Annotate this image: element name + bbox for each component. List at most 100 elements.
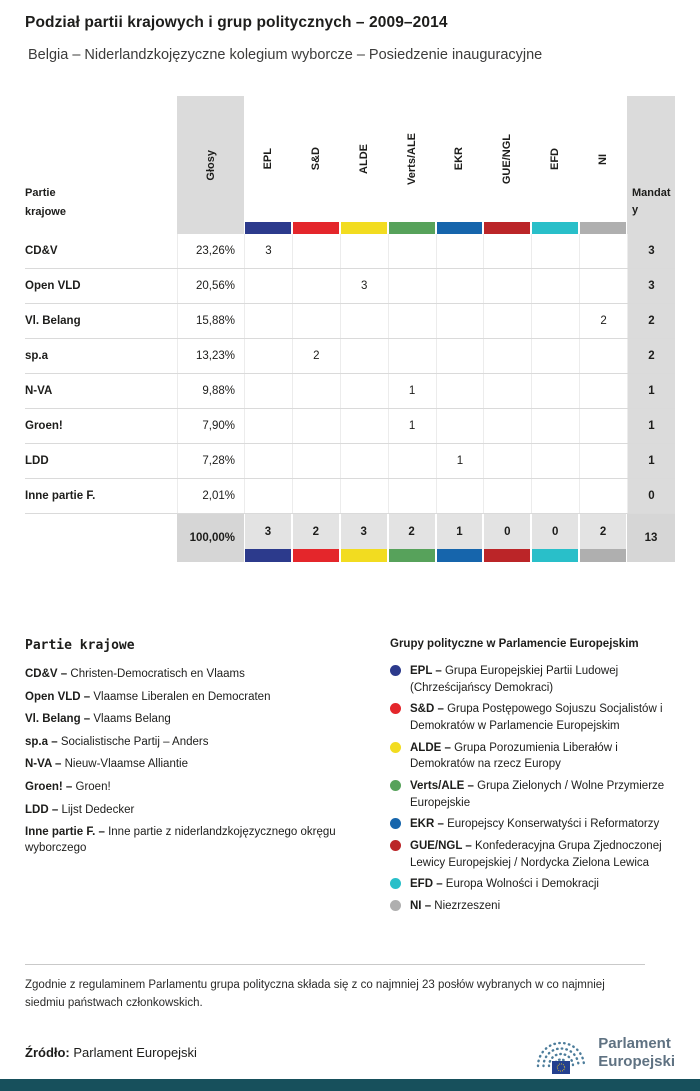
ep-logo: Parlament Europejski <box>532 1031 675 1075</box>
group-column-header-gue-ngl: GUE/NGL <box>483 96 531 234</box>
party-legend-item: sp.a – Socialistische Partij – Anders <box>25 735 209 748</box>
total-seat-cell: 3 <box>244 514 292 562</box>
group-color-bar <box>245 222 291 234</box>
table-row: LDD 7,28% 1 1 <box>25 444 675 479</box>
mandates-cell: 1 <box>627 374 675 408</box>
seat-cell <box>435 269 484 303</box>
seat-cell <box>483 269 531 303</box>
group-legend-item: GUE/NGL – Konfederacyjna Grupa Zjednoczo… <box>390 838 675 871</box>
votes-cell: 9,88% <box>177 374 244 408</box>
seat-cell <box>579 269 627 303</box>
table-row: sp.a 13,23% 2 2 <box>25 339 675 374</box>
mandates-cell: 2 <box>627 304 675 338</box>
seat-cell <box>291 234 340 268</box>
seat-cell: 3 <box>339 269 388 303</box>
total-seat-cell: 2 <box>292 514 340 562</box>
seat-cell <box>531 409 579 443</box>
seat-cell <box>435 234 484 268</box>
seat-cell <box>244 374 292 408</box>
seat-cell <box>579 444 627 478</box>
mandates-cell: 3 <box>627 269 675 303</box>
group-color-dot <box>390 840 401 852</box>
seat-cell <box>291 409 340 443</box>
group-color-bar <box>340 222 387 234</box>
groups-legend-heading: Grupy polityczne w Parlamencie Europejsk… <box>390 638 639 650</box>
table-row: CD&V 23,26% 3 3 <box>25 234 675 269</box>
seat-cell <box>339 444 388 478</box>
seat-cell <box>291 479 340 513</box>
group-legend-item: EKR – Europejscy Konserwatyści i Reforma… <box>390 816 675 833</box>
party-legend-item: Groen! – Groen! <box>25 780 111 793</box>
seat-cell <box>387 234 436 268</box>
page-title: Podział partii krajowych i grup politycz… <box>25 14 448 31</box>
mandates-cell: 3 <box>627 234 675 268</box>
total-seat-cell: 1 <box>436 514 484 562</box>
party-name: Vl. Belang <box>25 315 81 327</box>
group-legend-item: ALDE – Grupa Porozumienia Liberałów i De… <box>390 740 675 773</box>
seat-cell <box>483 374 531 408</box>
seat-cell <box>291 444 340 478</box>
group-color-bar <box>580 549 626 562</box>
votes-cell: 7,90% <box>177 409 244 443</box>
total-mandates: 13 <box>627 514 675 562</box>
group-color-bar <box>388 222 435 234</box>
seat-cell <box>387 304 436 338</box>
table-total-row: 100,00% 3 2 3 2 1 0 0 2 13 <box>25 514 675 562</box>
seat-cell <box>339 234 388 268</box>
votes-cell: 13,23% <box>177 339 244 373</box>
table-row: Groen! 7,90% 1 1 <box>25 409 675 444</box>
group-color-bar <box>436 549 483 562</box>
group-color-dot <box>390 818 401 830</box>
seat-cell <box>387 479 436 513</box>
party-legend: Partie krajowe CD&V – Christen-Democrati… <box>25 638 390 863</box>
seat-cell <box>435 479 484 513</box>
group-legend-item: S&D – Grupa Postępowego Sojuszu Socjalis… <box>390 701 675 734</box>
group-column-header-ekr: EKR <box>436 96 484 234</box>
footnote: Zgodnie z regulaminem Parlamentu grupa p… <box>25 963 645 1013</box>
votes-cell: 7,28% <box>177 444 244 478</box>
bottom-accent-bar <box>0 1079 700 1091</box>
party-legend-heading: Partie krajowe <box>25 638 135 653</box>
page-subtitle: Belgia – Niderlandzkojęzyczne kolegium w… <box>28 47 543 63</box>
seat-cell <box>339 374 388 408</box>
total-seat-cell: 2 <box>388 514 436 562</box>
seat-cell <box>435 409 484 443</box>
seat-cell: 2 <box>291 339 340 373</box>
seat-cell <box>483 234 531 268</box>
table-header: Partie krajowe Głosy EPL S&D ALDE Verts/… <box>25 96 675 234</box>
group-color-bar <box>292 222 339 234</box>
source: Źródło: Parlament Europejski <box>25 1045 197 1060</box>
group-column-header-alde: ALDE <box>340 96 388 234</box>
votes-column-label: Głosy <box>204 149 217 181</box>
party-name: Open VLD <box>25 280 81 292</box>
group-color-bar <box>532 549 579 562</box>
group-color-bar <box>484 549 531 562</box>
votes-cell: 23,26% <box>177 234 244 268</box>
mandates-cell: 1 <box>627 444 675 478</box>
group-color-bar <box>580 222 626 234</box>
table-row: N-VA 9,88% 1 1 <box>25 374 675 409</box>
seat-cell <box>291 304 340 338</box>
seat-cell <box>579 409 627 443</box>
seat-cell <box>291 269 340 303</box>
seat-cell: 2 <box>579 304 627 338</box>
seat-cell <box>435 339 484 373</box>
source-row: Źródło: Parlament Europejski Parlament E… <box>25 1031 675 1075</box>
group-color-dot <box>390 878 401 890</box>
seat-cell <box>339 339 388 373</box>
group-color-bar <box>292 549 339 562</box>
group-legend-item: Verts/ALE – Grupa Zielonych / Wolne Przy… <box>390 778 675 811</box>
seat-cell <box>435 374 484 408</box>
group-column-header-sd: S&D <box>292 96 340 234</box>
party-legend-item: LDD – Lijst Dedecker <box>25 803 135 816</box>
source-label: Źródło: <box>25 1045 70 1061</box>
total-seat-cell: 0 <box>483 514 531 562</box>
ep-logo-text: Parlament Europejski <box>598 1035 675 1070</box>
seat-cell <box>244 409 292 443</box>
votes-cell: 20,56% <box>177 269 244 303</box>
group-color-bar <box>340 549 387 562</box>
mandates-column-label: Mandaty <box>632 186 671 217</box>
seat-cell <box>531 444 579 478</box>
group-legend-item: EPL – Grupa Europejskiej Partii Ludowej … <box>390 663 675 696</box>
group-color-bar <box>388 549 435 562</box>
